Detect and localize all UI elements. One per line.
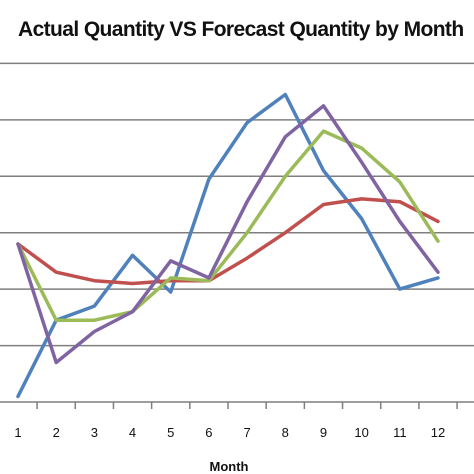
x-tick-label-1: 1 (14, 425, 21, 440)
x-axis (0, 401, 474, 409)
x-tick-label-9: 9 (320, 425, 327, 440)
x-tick-label-3: 3 (91, 425, 98, 440)
x-tick-label-12: 12 (431, 425, 445, 440)
x-tick-label-7: 7 (243, 425, 250, 440)
x-tick-label-11: 11 (393, 425, 407, 440)
chart-title: Actual Quantity VS Forecast Quantity by … (18, 18, 464, 41)
x-tick-label-10: 10 (354, 425, 368, 440)
x-tick-label-4: 4 (129, 425, 136, 440)
series-line-1 (16, 197, 440, 286)
x-axis-title: Month (210, 459, 249, 474)
series-lines (16, 92, 440, 399)
x-tick-labels: 1 2 3 4 5 6 7 8 9 10 11 12 (14, 425, 445, 440)
series-line-2 (16, 129, 440, 322)
series-line-0 (16, 92, 440, 399)
series-line-3 (16, 104, 440, 365)
x-tick-label-8: 8 (282, 425, 289, 440)
x-tick-label-2: 2 (53, 425, 60, 440)
x-tick-label-5: 5 (167, 425, 174, 440)
x-tick-label-6: 6 (205, 425, 212, 440)
